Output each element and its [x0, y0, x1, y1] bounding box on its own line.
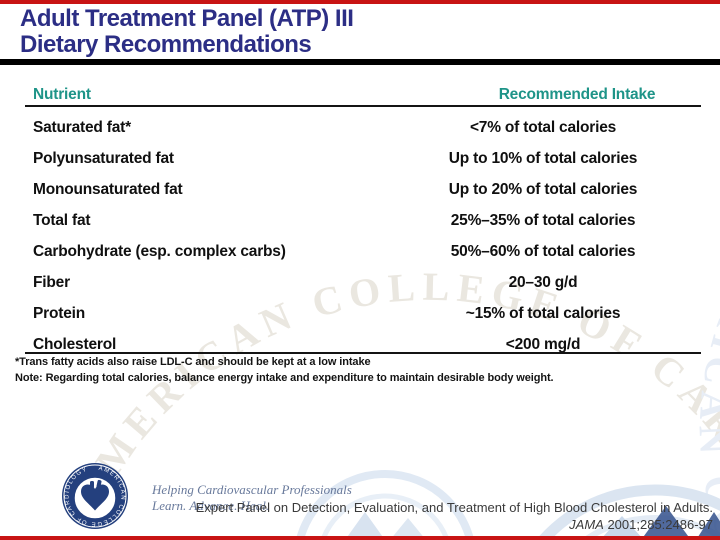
- footnote-trans-fat: *Trans fatty acids also raise LDL-C and …: [15, 356, 371, 368]
- nutrient-cell: Carbohydrate (esp. complex carbs): [33, 242, 286, 260]
- citation: Expert Panel on Detection, Evaluation, a…: [133, 499, 713, 533]
- bottom-red-border: [0, 536, 720, 540]
- slide-title: Adult Treatment Panel (ATP) III Dietary …: [20, 5, 354, 58]
- intake-cell: <200 mg/d: [505, 335, 581, 353]
- table-row: Protein ~15% of total calories: [30, 298, 700, 329]
- acc-logo-seal: AMERICAN COLLEGE OF CARDIOLOGY: [62, 463, 128, 529]
- nutrient-cell: Polyunsaturated fat: [33, 149, 174, 167]
- citation-ref: 2001;285:2486-97: [603, 517, 713, 532]
- column-header-recommended-intake: Recommended Intake: [498, 86, 656, 103]
- title-line-1: Adult Treatment Panel (ATP) III: [20, 5, 354, 32]
- acc-tagline: Helping Cardiovascular Professionals Lea…: [152, 482, 352, 514]
- table-row: Monounsaturated fat Up to 20% of total c…: [30, 174, 700, 205]
- footnote-total-calories: Note: Regarding total calories, balance …: [15, 372, 554, 384]
- citation-line-2: JAMA 2001;285:2486-97: [133, 516, 713, 533]
- tagline-line-1: Helping Cardiovascular Professionals: [152, 482, 352, 497]
- nutrient-cell: Protein: [33, 304, 85, 322]
- header-underline: [25, 105, 701, 107]
- table-row: Polyunsaturated fat Up to 10% of total c…: [30, 143, 700, 174]
- nutrient-cell: Saturated fat*: [33, 118, 131, 136]
- title-line-2: Dietary Recommendations: [20, 31, 312, 58]
- citation-line-1: Expert Panel on Detection, Evaluation, a…: [195, 500, 713, 515]
- intake-cell: Up to 20% of total calories: [448, 180, 638, 198]
- nutrient-cell: Total fat: [33, 211, 91, 229]
- watermark-seal-bottom-right: [295, 470, 720, 540]
- tagline-line-2: Learn. Advance. Heal.: [152, 498, 270, 513]
- table-row: Fiber 20–30 g/d: [30, 267, 700, 298]
- citation-journal: JAMA: [569, 517, 604, 532]
- nutrient-table: Saturated fat* <7% of total calories Pol…: [30, 112, 700, 360]
- table-row: Cholesterol <200 mg/d: [30, 329, 700, 360]
- nutrient-cell: Fiber: [33, 273, 70, 291]
- intake-cell: 25%–35% of total calories: [450, 211, 636, 229]
- column-header-nutrient: Nutrient: [33, 86, 91, 103]
- intake-cell: 20–30 g/d: [508, 273, 578, 291]
- logo-heart-icon: [81, 479, 109, 511]
- nutrient-cell: Cholesterol: [33, 335, 117, 353]
- table-bottom-rule: [25, 352, 701, 354]
- nutrient-cell: Monounsaturated fat: [33, 180, 183, 198]
- intake-cell: Up to 10% of total calories: [448, 149, 638, 167]
- intake-cell: ~15% of total calories: [465, 304, 621, 322]
- table-row: Carbohydrate (esp. complex carbs) 50%–60…: [30, 236, 700, 267]
- table-row: Total fat 25%–35% of total calories: [30, 205, 700, 236]
- title-underline: [0, 59, 720, 65]
- top-red-border: [0, 0, 720, 4]
- table-row: Saturated fat* <7% of total calories: [30, 112, 700, 143]
- intake-cell: <7% of total calories: [469, 118, 617, 136]
- intake-cell: 50%–60% of total calories: [450, 242, 636, 260]
